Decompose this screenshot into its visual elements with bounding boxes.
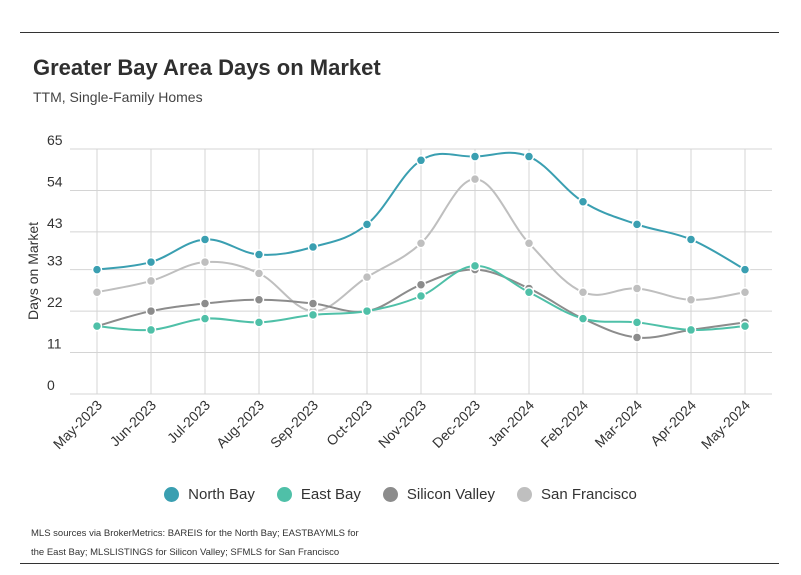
x-tick-label: May-2023 (50, 397, 105, 452)
data-point-north-bay (685, 234, 697, 245)
x-tick-label: Nov-2023 (375, 397, 429, 451)
data-point-north-bay (199, 234, 211, 245)
data-point-east-bay (469, 260, 481, 272)
data-point-silicon-valley (307, 298, 319, 309)
x-tick-label: Jan-2024 (485, 397, 538, 450)
data-point-east-bay (631, 317, 643, 328)
data-point-silicon-valley (145, 305, 157, 317)
data-point-san-francisco (199, 256, 211, 268)
y-tick-label: 11 (47, 336, 62, 352)
legend-label: North Bay (188, 486, 255, 503)
x-tick-label: Mar-2024 (591, 397, 645, 451)
legend-item-silicon-valley: Silicon Valley (382, 486, 495, 503)
legend-label: East Bay (300, 486, 361, 503)
x-tick-label: Feb-2024 (537, 397, 591, 451)
x-tick-label: Jun-2023 (107, 397, 160, 450)
data-point-north-bay (253, 249, 265, 260)
data-point-san-francisco (577, 286, 589, 298)
series-east-bay (91, 260, 751, 336)
data-point-north-bay (91, 264, 103, 275)
legend-swatch (164, 487, 180, 502)
x-axis-ticks: May-2023 Jun-2023 Jul-2023 Aug-2023 Sep-2023… (50, 397, 753, 452)
legend-swatch (516, 487, 532, 502)
data-point-east-bay (685, 324, 697, 336)
data-point-north-bay (631, 219, 643, 230)
data-point-east-bay (307, 309, 319, 321)
legend-item-san-francisco: San Francisco (516, 486, 637, 503)
y-tick-label: 33 (47, 253, 63, 269)
data-point-east-bay (361, 305, 373, 317)
series-san-francisco (91, 173, 751, 317)
data-point-north-bay (361, 219, 373, 230)
data-point-silicon-valley (253, 294, 265, 306)
data-point-san-francisco (253, 268, 265, 279)
data-point-san-francisco (469, 173, 481, 185)
legend-item-north-bay: North Bay (164, 486, 255, 503)
data-point-north-bay (469, 151, 481, 162)
x-tick-label: Apr-2024 (647, 397, 699, 449)
x-tick-label: Jul-2023 (164, 397, 213, 446)
data-point-silicon-valley (415, 279, 427, 290)
y-tick-label: 22 (47, 294, 63, 310)
chart-subtitle: TTM, Single-Family Homes (33, 89, 203, 105)
x-tick-label: May-2024 (698, 397, 753, 452)
top-rule (20, 32, 779, 33)
data-point-east-bay (739, 320, 751, 332)
legend: North Bay East Bay Silicon Valley San Franc… (0, 486, 801, 503)
line-chart: 0 11 22 33 43 54 65 May-2023 Jun-2023 Jul-2023 Au… (25, 132, 772, 452)
legend-label: San Francisco (540, 486, 637, 503)
data-point-east-bay (415, 290, 427, 302)
data-point-east-bay (577, 313, 589, 324)
footnote: MLS sources via BrokerMetrics: BAREIS fo… (31, 528, 359, 558)
data-point-north-bay (577, 196, 589, 208)
legend-item-east-bay: East Bay (276, 486, 361, 503)
x-tick-label: Oct-2023 (323, 397, 375, 449)
data-point-east-bay (145, 324, 157, 336)
data-point-east-bay (199, 313, 211, 324)
y-tick-label: 54 (47, 173, 63, 189)
data-point-north-bay (145, 256, 157, 268)
data-point-san-francisco (739, 286, 751, 298)
data-point-east-bay (253, 317, 265, 328)
data-point-san-francisco (91, 286, 103, 298)
y-tick-label: 43 (47, 215, 63, 231)
data-point-north-bay (415, 155, 427, 166)
y-tick-label: 65 (47, 132, 63, 148)
legend-label: Silicon Valley (406, 486, 495, 503)
y-tick-label: 0 (47, 377, 55, 393)
data-point-north-bay (307, 241, 319, 253)
x-tick-label: Dec-2023 (429, 397, 483, 451)
x-tick-label: Aug-2023 (213, 397, 267, 451)
data-point-east-bay (91, 320, 103, 332)
data-point-north-bay (523, 151, 535, 162)
series-north-bay (91, 151, 751, 275)
bottom-rule (20, 563, 779, 564)
data-point-san-francisco (685, 294, 697, 306)
data-point-san-francisco (145, 275, 157, 287)
data-point-san-francisco (415, 237, 427, 249)
data-point-east-bay (523, 286, 535, 298)
legend-swatch (382, 487, 398, 502)
data-point-san-francisco (361, 271, 373, 283)
chart-title: Greater Bay Area Days on Market (33, 55, 381, 80)
data-point-silicon-valley (631, 332, 643, 343)
y-axis-ticks: 0 11 22 33 43 54 65 (47, 132, 63, 393)
x-tick-label: Sep-2023 (267, 397, 321, 451)
series-lines (91, 151, 751, 343)
data-point-north-bay (739, 264, 751, 275)
data-point-silicon-valley (199, 298, 211, 309)
legend-swatch (276, 487, 292, 502)
y-axis-label: Days on Market (25, 222, 41, 320)
data-point-san-francisco (523, 237, 535, 249)
data-point-san-francisco (631, 283, 643, 294)
